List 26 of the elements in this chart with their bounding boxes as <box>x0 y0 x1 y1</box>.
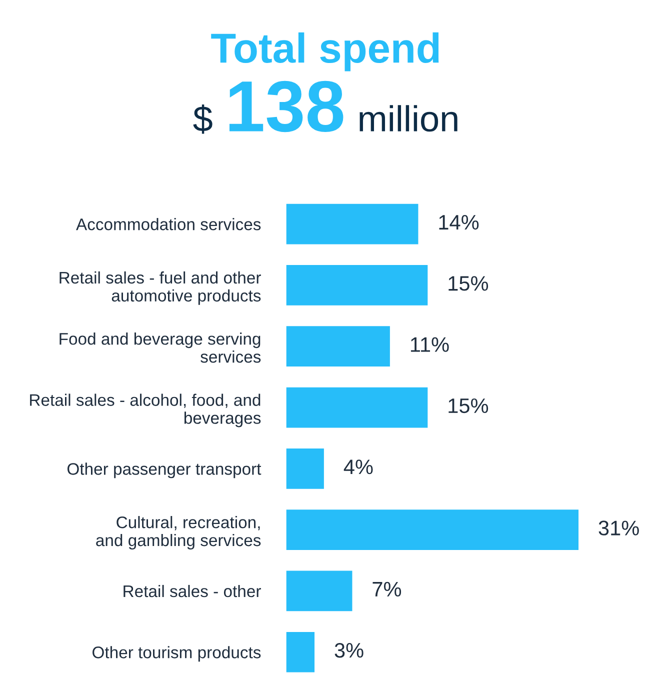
bar <box>286 448 324 489</box>
y-tick-label: Accommodation services <box>76 218 261 230</box>
bar <box>286 387 428 428</box>
data-label: 14% <box>439 214 479 230</box>
chart-title: Total spend <box>211 32 439 72</box>
y-tick-label: Cultural, recreation, and gambling services <box>96 516 261 550</box>
data-label: 15% <box>448 276 488 291</box>
bar <box>286 570 352 612</box>
data-label: 7% <box>372 582 402 596</box>
data-label: 4% <box>344 460 373 474</box>
data-label: 11% <box>410 337 449 352</box>
y-tick-label: Retail sales - other <box>124 584 261 598</box>
bar <box>286 632 315 672</box>
y-tick-label: Retail sales - fuel and other automotive products <box>60 271 261 305</box>
data-label: 31% <box>598 520 639 536</box>
bar <box>286 204 418 244</box>
bar <box>286 510 579 550</box>
bar <box>286 265 428 306</box>
y-tick-label: Other tourism products <box>92 646 261 662</box>
y-tick-label: Other passenger transport <box>67 462 262 478</box>
bar <box>286 326 390 367</box>
data-label: 3% <box>334 642 364 658</box>
y-tick-label: Retail sales - alcohol, food, and beverages <box>30 394 261 428</box>
chart-subtitle: $ 138 million <box>193 80 458 134</box>
y-tick-label: Food and beverage serving services <box>60 332 261 363</box>
data-label: 15% <box>448 398 488 414</box>
